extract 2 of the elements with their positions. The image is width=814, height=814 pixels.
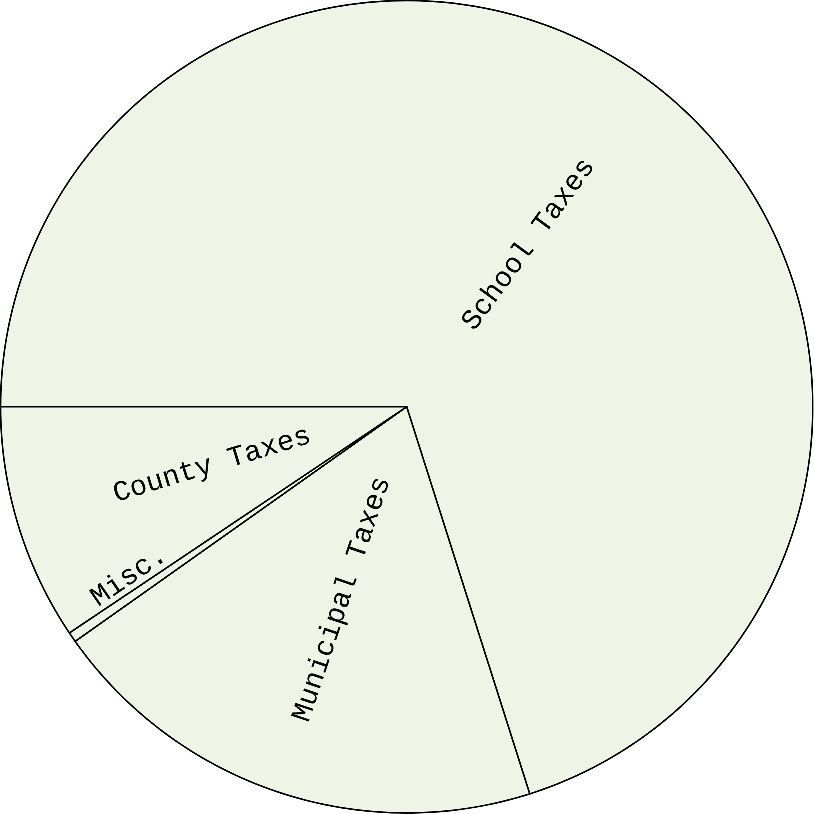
slice-label: County Taxes xyxy=(114,430,310,500)
slice-label: Misc. xyxy=(89,559,164,606)
